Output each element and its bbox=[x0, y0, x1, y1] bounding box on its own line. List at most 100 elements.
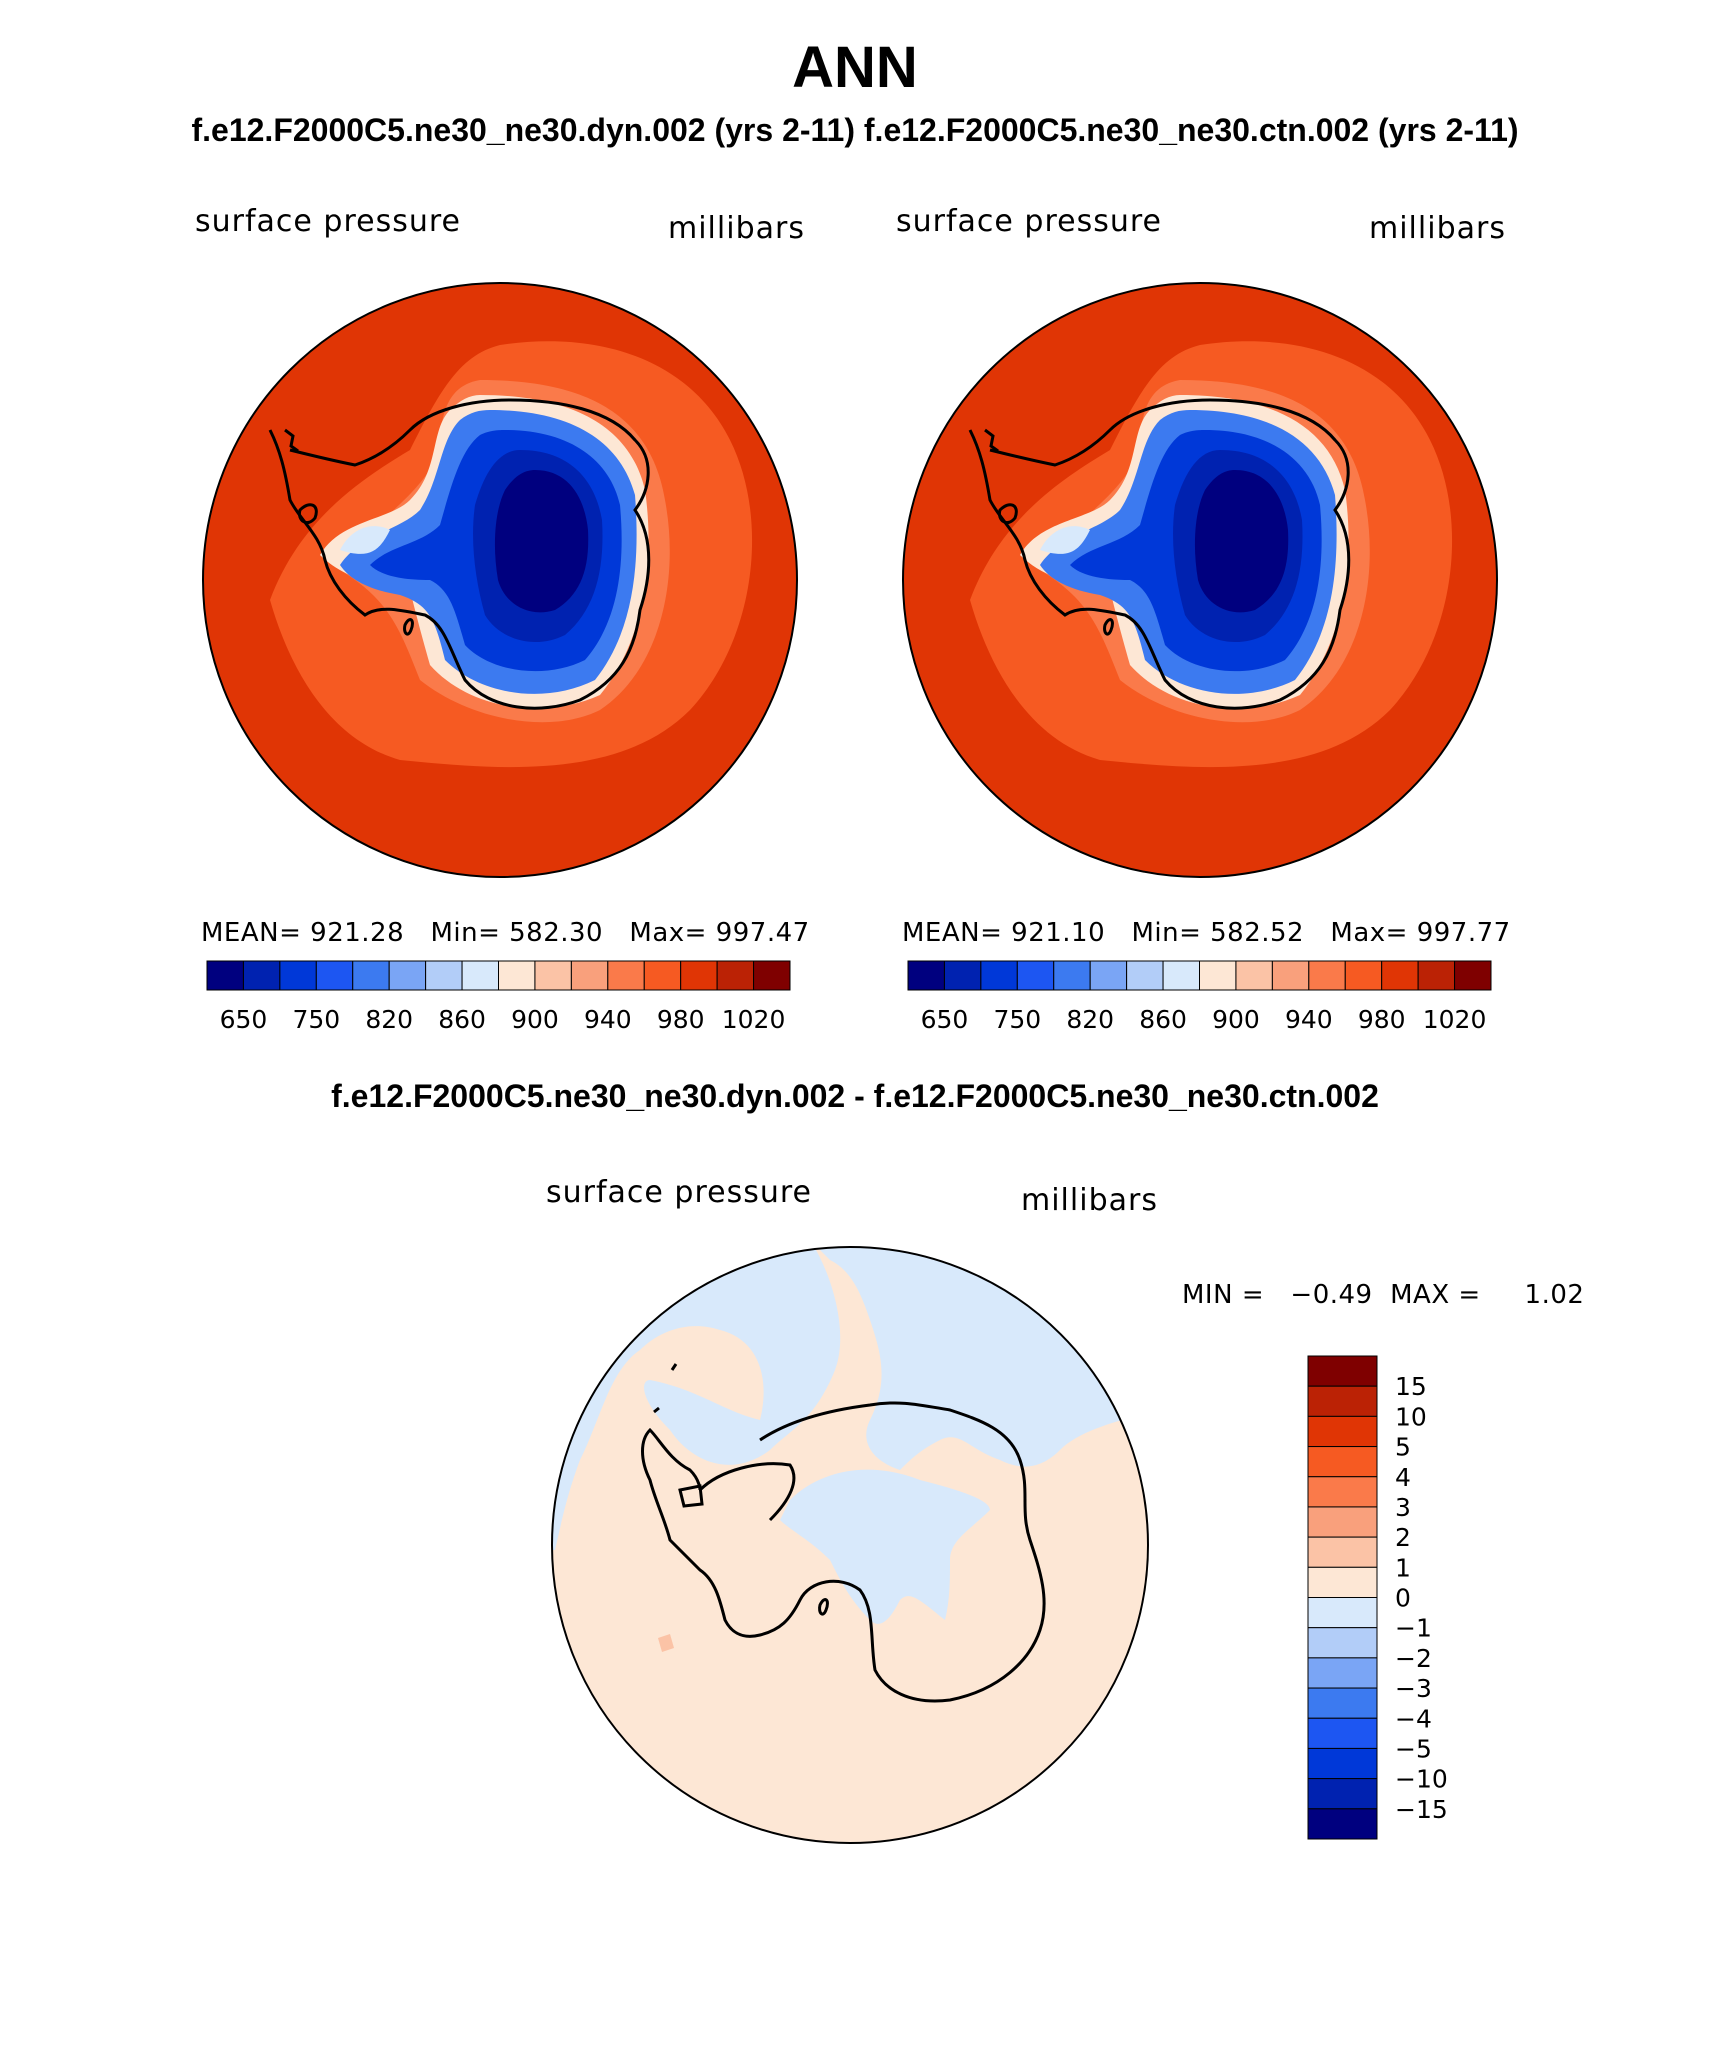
diff-colorbar-tick-label: −1 bbox=[1395, 1614, 1432, 1643]
diff-variable-label: surface pressure bbox=[546, 1175, 812, 1210]
panel1-colorbar-swatch bbox=[461, 960, 499, 991]
panel1-colorbar-tick-label: 980 bbox=[657, 1005, 705, 1034]
panel2-colorbar-swatch bbox=[1344, 960, 1383, 991]
panel1-mean-value: 921.28 bbox=[310, 918, 405, 948]
panel1-colorbar-swatch bbox=[680, 960, 718, 991]
diff-colorbar-tick-label: 5 bbox=[1395, 1433, 1411, 1462]
panel1-max-value: 997.47 bbox=[715, 918, 810, 948]
panel2-map bbox=[902, 282, 1498, 878]
diff-colorbar-swatch bbox=[1307, 1355, 1378, 1387]
panel1-colorbar-swatch bbox=[315, 960, 354, 991]
panel1-min-label: Min= bbox=[430, 918, 501, 948]
panel1-colorbar-swatch bbox=[643, 960, 682, 991]
panel2-colorbar-swatch bbox=[1454, 960, 1492, 991]
difference-title: f.e12.F2000C5.ne30_ne30.dyn.002 - f.e12.… bbox=[331, 1078, 1379, 1114]
diff-colorbar-tick-label: −5 bbox=[1395, 1734, 1432, 1763]
diff-colorbar-swatch bbox=[1307, 1446, 1378, 1478]
diff-max-label: MAX = bbox=[1390, 1280, 1481, 1310]
panel1-colorbar-swatch bbox=[498, 960, 536, 991]
panel1-max-label: Max= bbox=[629, 918, 707, 948]
diff-colorbar-tick-label: −4 bbox=[1395, 1704, 1432, 1733]
diff-colorbar-tick-label: 10 bbox=[1395, 1402, 1427, 1431]
panel1-colorbar-tick-label: 860 bbox=[438, 1005, 486, 1034]
diff-colorbar-swatch bbox=[1307, 1687, 1378, 1719]
panel2-variable-label: surface pressure bbox=[896, 204, 1162, 239]
panel2-colorbar-swatch bbox=[1417, 960, 1456, 991]
diff-colorbar-tick-label: −3 bbox=[1395, 1674, 1432, 1703]
panel2-colorbar-tick-label: 750 bbox=[993, 1005, 1041, 1034]
panel1-colorbar-swatch bbox=[716, 960, 755, 991]
diff-min-label: MIN = bbox=[1182, 1280, 1265, 1310]
panel1-colorbar-tick-label: 750 bbox=[292, 1005, 340, 1034]
panel1-mean-label: MEAN= bbox=[201, 918, 302, 948]
panel2-max-label: Max= bbox=[1330, 918, 1408, 948]
diff-colorbar-swatch bbox=[1307, 1778, 1378, 1810]
panel1-units-label: millibars bbox=[668, 211, 805, 246]
diff-colorbar-swatch bbox=[1307, 1506, 1378, 1538]
diff-colorbar-tick-label: 0 bbox=[1395, 1584, 1411, 1613]
panel2-colorbar-swatch bbox=[1126, 960, 1164, 991]
diff-colorbar-tick-label: −2 bbox=[1395, 1644, 1432, 1673]
panel1-min-value: 582.30 bbox=[509, 918, 604, 948]
diff-colorbar-swatch bbox=[1307, 1385, 1378, 1417]
panel1-map bbox=[202, 282, 798, 878]
diff-min-value: −0.49 bbox=[1290, 1280, 1373, 1310]
diff-colorbar-tick-label: 4 bbox=[1395, 1463, 1411, 1492]
panel1-stats: MEAN= 921.28 Min= 582.30 Max= 997.47 bbox=[201, 918, 810, 948]
diff-colorbar-swatch bbox=[1307, 1597, 1378, 1629]
panel1-colorbar-tick-label: 1020 bbox=[722, 1005, 786, 1034]
diff-colorbar-tick-label: −10 bbox=[1395, 1765, 1448, 1794]
panel2-colorbar-tick-label: 650 bbox=[921, 1005, 969, 1034]
panel2-mean-value: 921.10 bbox=[1011, 918, 1106, 948]
difference-map bbox=[551, 1246, 1149, 1844]
diff-colorbar-tick-label: −15 bbox=[1395, 1795, 1448, 1824]
panel2-colorbar-tick-label: 820 bbox=[1066, 1005, 1114, 1034]
panel1-colorbar-swatch bbox=[352, 960, 390, 991]
panel1-colorbar-swatch bbox=[242, 960, 281, 991]
diff-colorbar-swatch bbox=[1307, 1536, 1378, 1568]
diff-colorbar-swatch bbox=[1307, 1415, 1378, 1448]
panel1-colorbar-swatch bbox=[607, 960, 645, 991]
panel2-mean-label: MEAN= bbox=[902, 918, 1003, 948]
panel2-colorbar-swatch bbox=[1381, 960, 1419, 991]
panel1-colorbar-swatch bbox=[206, 960, 244, 991]
diff-colorbar-tick-label: 3 bbox=[1395, 1493, 1411, 1522]
panel2-colorbar-swatch bbox=[1162, 960, 1200, 991]
panel1-colorbar-swatch bbox=[388, 960, 427, 991]
panel2-colorbar-swatch bbox=[980, 960, 1018, 991]
panel1-colorbar-swatch bbox=[425, 960, 463, 991]
panel2-max-value: 997.77 bbox=[1416, 918, 1511, 948]
panel1-colorbar-tick-label: 650 bbox=[220, 1005, 268, 1034]
diff-map-border bbox=[551, 1246, 1149, 1844]
panel2-colorbar-tick-label: 940 bbox=[1285, 1005, 1333, 1034]
diff-colorbar-tick-label: 15 bbox=[1395, 1372, 1427, 1401]
diff-colorbar-swatch bbox=[1307, 1476, 1378, 1508]
panel2-colorbar-swatch bbox=[907, 960, 945, 991]
diff-colorbar-swatch bbox=[1307, 1717, 1378, 1749]
panel1-colorbar-swatch bbox=[753, 960, 791, 991]
diff-colorbar-swatch bbox=[1307, 1566, 1378, 1598]
panel1-variable-label: surface pressure bbox=[195, 204, 461, 239]
diff-units-label: millibars bbox=[1021, 1183, 1158, 1218]
page-subtitle: f.e12.F2000C5.ne30_ne30.dyn.002 (yrs 2-1… bbox=[191, 112, 1519, 148]
diff-stats: MIN = −0.49 MAX = 1.02 bbox=[1182, 1280, 1584, 1310]
panel2-colorbar-swatch bbox=[943, 960, 982, 991]
panel2-colorbar-swatch bbox=[1235, 960, 1273, 991]
panel2-colorbar-swatch bbox=[1016, 960, 1055, 991]
panel1-colorbar-tick-label: 820 bbox=[365, 1005, 413, 1034]
panel1-colorbar-swatch bbox=[570, 960, 609, 991]
panel1-colorbar-swatch bbox=[534, 960, 572, 991]
panel1-colorbar-tick-label: 900 bbox=[511, 1005, 559, 1034]
panel2-min-value: 582.52 bbox=[1210, 918, 1305, 948]
diff-colorbar-tick-label: 1 bbox=[1395, 1553, 1411, 1582]
panel2-colorbar-tick-label: 980 bbox=[1358, 1005, 1406, 1034]
diff-colorbar-swatch bbox=[1307, 1657, 1378, 1689]
panel2-colorbar-tick-label: 860 bbox=[1139, 1005, 1187, 1034]
panel2-colorbar-swatch bbox=[1089, 960, 1128, 991]
panel2-colorbar-tick-label: 900 bbox=[1212, 1005, 1260, 1034]
panel2-stats: MEAN= 921.10 Min= 582.52 Max= 997.77 bbox=[902, 918, 1511, 948]
panel2-colorbar-swatch bbox=[1053, 960, 1091, 991]
diff-colorbar-swatch bbox=[1307, 1808, 1378, 1840]
